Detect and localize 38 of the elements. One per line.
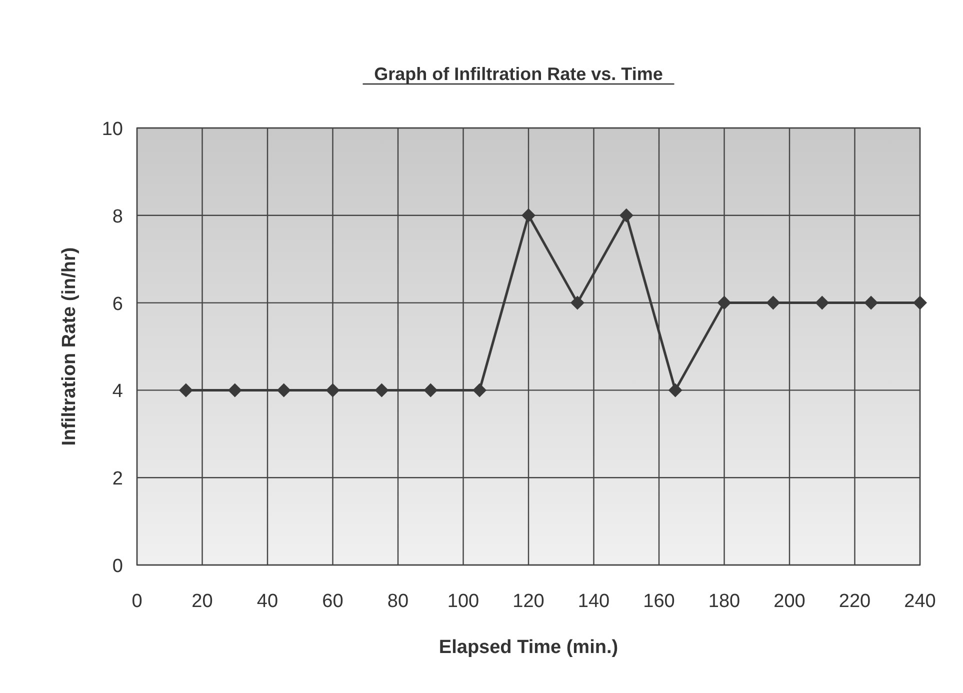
point [326,383,340,398]
point [276,383,291,398]
point [228,383,242,398]
x-tick-label: 200 [774,591,806,612]
chart-title: Graph of Infiltration Rate vs. Time [374,64,663,84]
point [178,383,193,398]
point [864,296,878,310]
x-axis-title: Elapsed Time (min.) [438,637,618,658]
point [815,296,830,310]
point [374,383,389,398]
y-tick-label: 8 [112,206,123,228]
y-tick-label: 6 [112,294,123,315]
x-tick-label: 120 [512,591,544,612]
x-tick-label: 220 [838,591,871,612]
x-tick-label: 60 [322,591,344,612]
point [570,296,584,310]
x-tick-label: 160 [643,591,675,612]
point [766,296,780,310]
x-tick-label: 140 [578,591,610,612]
y-tick-label: 0 [112,556,123,577]
y-tick-label: 10 [102,119,123,140]
point [668,383,682,398]
y-tick-label: 4 [112,381,124,402]
y-tick-label: 2 [112,468,123,490]
point [522,208,536,222]
point [717,296,732,310]
x-tick-label: 80 [387,591,409,612]
point [472,383,487,398]
x-tick-label: 20 [192,591,213,612]
x-tick-label: 180 [708,591,740,612]
x-tick-label: 0 [132,591,142,612]
point [424,383,438,398]
point [913,296,927,310]
point [619,208,634,222]
x-tick-label: 100 [447,591,480,612]
x-tick-label: 240 [904,591,936,612]
x-tick-label: 40 [256,591,278,612]
y-axis-title: Infiltration Rate (in/hr) [59,247,80,446]
